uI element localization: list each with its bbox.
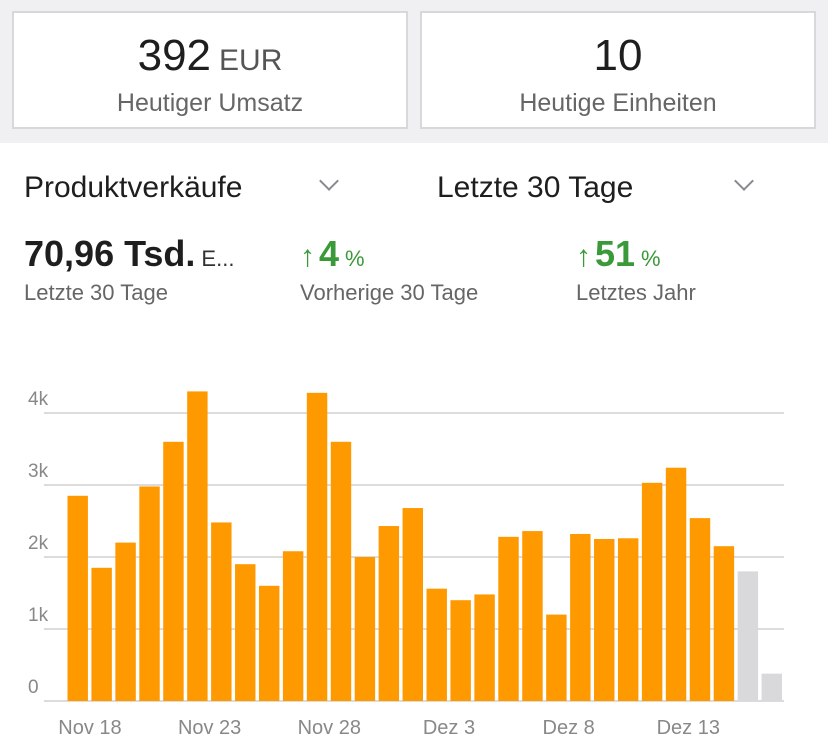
revenue-value: 392 [137,31,212,80]
x-tick-label: Nov 18 [58,717,121,739]
total-sales-value: 70,96 Tsd. [24,233,196,274]
last-year-stat: ↑ 51% Letztes Jahr [576,232,696,306]
bar-nov-29[interactable] [330,441,352,701]
bar-dez-6[interactable] [498,536,519,701]
revenue-unit: EUR [219,44,283,77]
last-year-unit: % [641,246,661,271]
bar-dez-2[interactable] [402,508,423,701]
y-tick-label: 1k [28,605,49,626]
bar-nov-27[interactable] [282,551,304,701]
arrow-up-icon: ↑ [300,240,315,273]
bar-dez-5[interactable] [474,594,495,701]
last-year-label: Letztes Jahr [576,280,696,305]
bar-dez-14[interactable] [689,518,711,701]
bar-dez-17[interactable] [761,673,782,701]
revenue-card[interactable]: 392 EUR Heutiger Umsatz [12,11,408,129]
previous-period-unit: % [345,246,365,271]
total-sales-stat: 70,96 Tsd. E... Letzte 30 Tage [24,232,234,306]
bar-dez-11[interactable] [617,538,639,701]
previous-period-label: Vorherige 30 Tage [300,280,479,305]
y-tick-label: 4k [28,389,49,410]
total-sales-value-row: 70,96 Tsd. E... [24,232,234,276]
bar-nov-21[interactable] [139,486,160,701]
bar-dez-4[interactable] [450,600,471,701]
bar-dez-9[interactable] [570,533,591,701]
bar-dez-7[interactable] [522,531,543,701]
units-label: Heutige Einheiten [519,89,717,117]
revenue-label: Heutiger Umsatz [116,89,304,117]
sales-bar-chart: 0 1k 2k 3k 4k Nov 18 Nov 23 Nov 28 Dez 3 Dez 8 Dez… [28,389,784,739]
bar-dez-16[interactable] [737,571,759,701]
total-sales-label: Letzte 30 Tage [24,280,168,305]
period-dropdown-label: Letzte 30 Tage [437,171,634,204]
bar-nov-20[interactable] [115,542,136,701]
arrow-up-icon: ↑ [576,240,591,273]
bar-dez-1[interactable] [378,526,400,701]
bar-nov-24[interactable] [211,522,232,701]
bar-nov-22[interactable] [163,441,184,701]
bar-nov-26[interactable] [258,585,280,701]
y-tick-label: 0 [28,677,39,698]
bar-dez-12[interactable] [641,482,663,701]
previous-period-stat: ↑ 4% Vorherige 30 Tage [300,232,478,306]
bar-dez-8[interactable] [546,614,567,701]
bar-nov-28[interactable] [306,392,328,701]
x-tick-label: Dez 13 [657,717,720,739]
revenue-value-row: 392 EUR [14,33,406,84]
bar-dez-15[interactable] [713,546,735,701]
bar-nov-18[interactable] [67,495,88,701]
y-tick-label: 2k [28,533,49,554]
x-tick-label: Nov 23 [178,717,241,739]
x-tick-label: Nov 28 [298,717,361,739]
units-card[interactable]: 10 Heutige Einheiten [420,11,816,129]
bar-nov-25[interactable] [235,564,256,701]
bar-nov-19[interactable] [91,567,112,701]
last-year-value-row: ↑ 51% [576,232,696,276]
x-tick-label: Dez 8 [543,717,595,739]
chevron-down-icon [319,171,339,191]
last-year-value: 51 [595,233,636,274]
total-sales-suffix: E... [201,246,235,271]
bar-dez-3[interactable] [426,588,447,701]
metric-dropdown[interactable]: Produktverkäufe [24,168,354,208]
bar-dez-10[interactable] [594,539,615,701]
metric-dropdown-label: Produktverkäufe [24,171,243,204]
previous-period-value-row: ↑ 4% [300,232,478,276]
y-tick-label: 3k [28,461,49,482]
bar-dez-13[interactable] [665,467,687,701]
bar-nov-23[interactable] [187,391,208,701]
x-tick-label: Dez 3 [423,717,475,739]
chevron-down-icon [734,171,754,191]
previous-period-value: 4 [319,233,340,274]
bar-nov-30[interactable] [354,557,376,701]
period-dropdown[interactable]: Letzte 30 Tage [437,168,767,208]
units-value: 10 [593,31,643,80]
